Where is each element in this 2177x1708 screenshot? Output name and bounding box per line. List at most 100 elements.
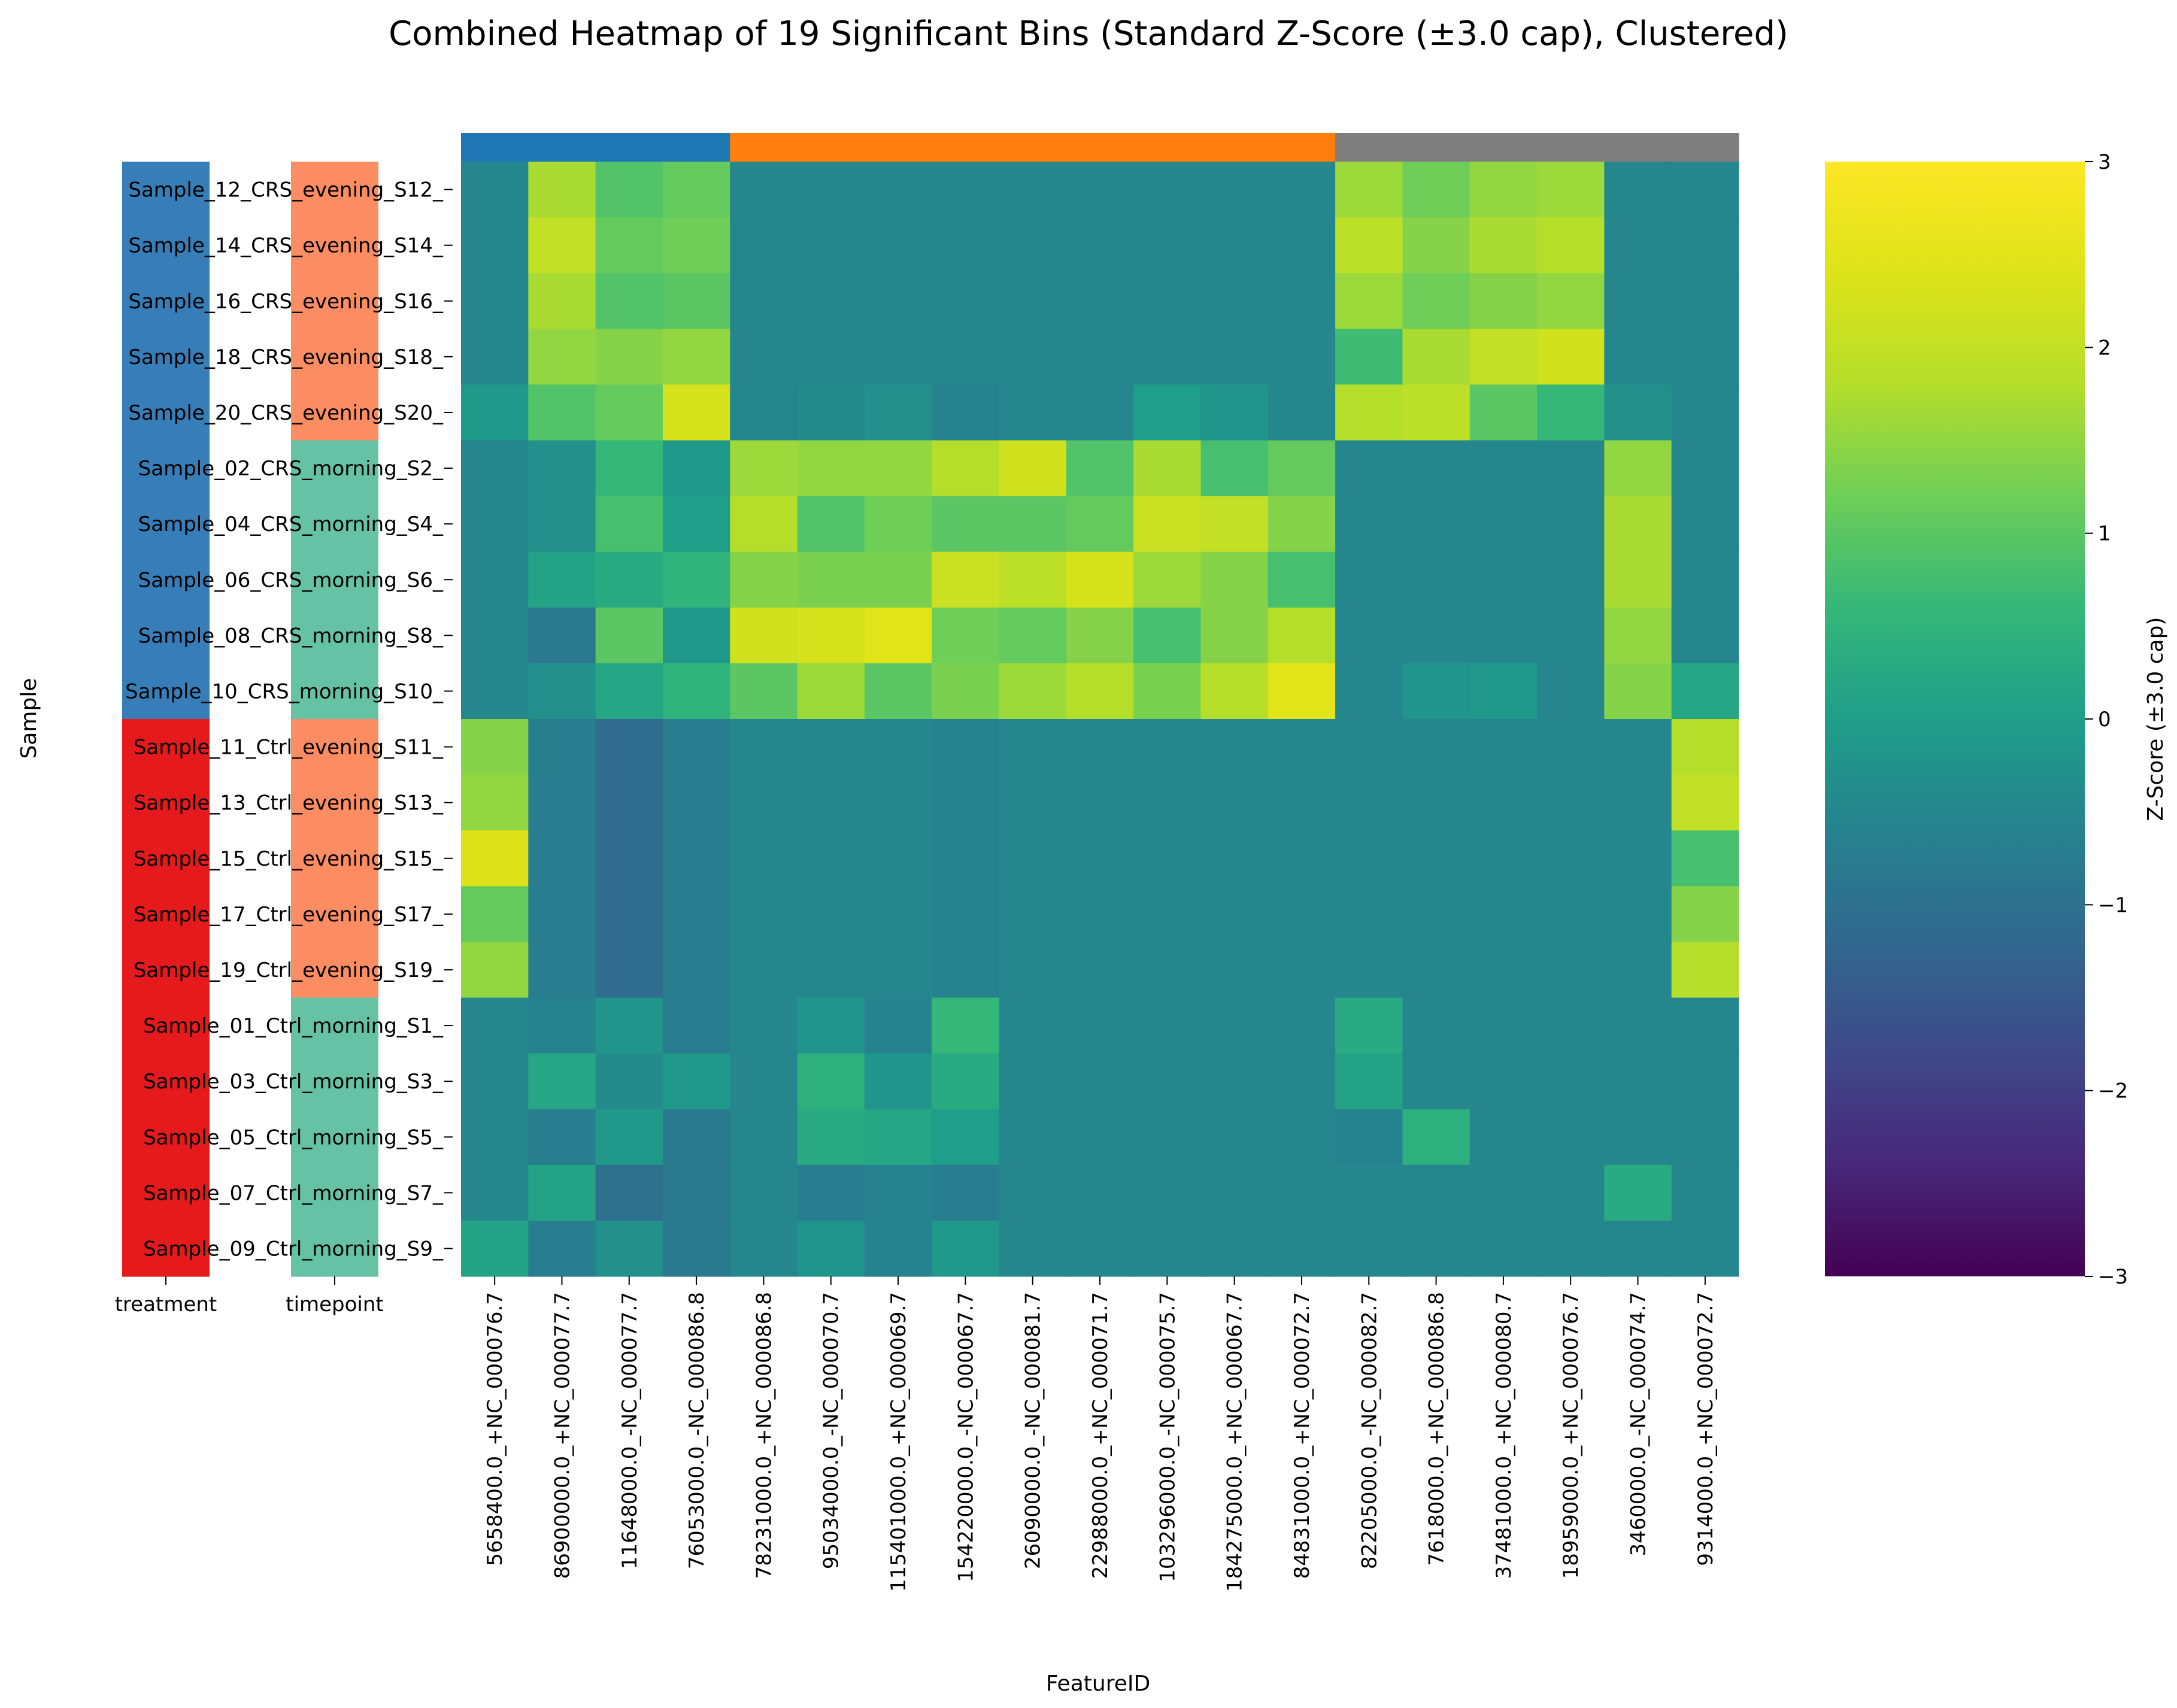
heatmap-cell (1066, 1053, 1134, 1110)
heatmap-cell (1133, 886, 1202, 942)
heatmap-cell (1469, 273, 1538, 329)
heatmap-cell (797, 997, 865, 1054)
sample-label: Sample_07_Ctrl_morning_S7_ (143, 1181, 444, 1205)
row-annotation-strips (122, 162, 378, 1277)
heatmap-cell (1402, 1053, 1470, 1110)
heatmap-cell (797, 551, 865, 608)
heatmap-cell (797, 273, 865, 329)
timepoint-cell (291, 273, 378, 329)
heatmap-cell (1133, 384, 1202, 441)
heatmap-cell (1268, 719, 1336, 775)
heatmap-cell (864, 830, 932, 887)
heatmap-cell (595, 551, 663, 608)
heatmap-cell (1537, 273, 1605, 329)
feature-label: 86900000.0_+NC_000077.7 (550, 1292, 574, 1579)
heatmap-cell (1537, 607, 1605, 664)
timepoint-cell (291, 997, 378, 1054)
heatmap-cells (461, 162, 1739, 1277)
heatmap-cell (1066, 775, 1134, 831)
heatmap-cell (1133, 1164, 1202, 1221)
heatmap-cell (864, 384, 932, 441)
timepoint-cell (291, 775, 378, 831)
heatmap-cell (1200, 273, 1269, 329)
heatmap-cell (662, 607, 730, 664)
heatmap-cell (932, 997, 1000, 1054)
heatmap-cell (932, 162, 1000, 218)
heatmap-cell (1066, 1109, 1134, 1166)
heatmap-cell (797, 217, 865, 274)
heatmap-cell (1066, 942, 1134, 999)
heatmap-cell (864, 273, 932, 329)
heatmap-cell (1469, 496, 1538, 553)
heatmap-cell (1066, 886, 1134, 942)
heatmap-cell (1671, 607, 1739, 664)
heatmap-cell (1537, 1164, 1605, 1221)
heatmap-cell (1537, 830, 1605, 887)
column-group-bar (461, 133, 1739, 162)
heatmap-cell (864, 1164, 932, 1221)
heatmap-cell (1268, 830, 1336, 887)
heatmap-cell (1200, 942, 1269, 999)
heatmap-cell (999, 663, 1067, 720)
heatmap-cell (797, 384, 865, 441)
heatmap-cell (1671, 997, 1739, 1054)
heatmap-cell (461, 1164, 529, 1221)
heatmap-cell (1335, 663, 1403, 720)
heatmap-cell (1537, 162, 1605, 218)
heatmap-cell (1671, 162, 1739, 218)
heatmap-cell (1537, 775, 1605, 831)
colorbar-label: Z-Score (±3.0 cap) (2143, 617, 2168, 821)
heatmap-cell (1200, 329, 1269, 385)
heatmap-cell (461, 440, 529, 497)
colorbar-tick-label: 0 (2098, 708, 2111, 732)
heatmap-cell (1268, 942, 1336, 999)
heatmap-cell (1402, 719, 1470, 775)
heatmap-cell (1066, 162, 1134, 218)
timepoint-cell (291, 942, 378, 999)
heatmap-cell (1604, 1053, 1672, 1110)
heatmap-cell (730, 273, 798, 329)
heatmap-cell (662, 273, 730, 329)
heatmap-cell (1469, 162, 1538, 218)
heatmap-cell (1671, 1053, 1739, 1110)
heatmap-cell (595, 1053, 663, 1110)
heatmap-cell (1604, 162, 1672, 218)
heatmap-cell (1671, 719, 1739, 775)
heatmap-cell (528, 551, 596, 608)
heatmap-cell (932, 1220, 1000, 1277)
heatmap-cell (1402, 997, 1470, 1054)
heatmap-cell (1671, 830, 1739, 887)
x-axis-label: FeatureID (1046, 1671, 1150, 1696)
heatmap-cell (1133, 942, 1202, 999)
heatmap-cell (528, 607, 596, 664)
timepoint-cell (291, 440, 378, 497)
timepoint-cell (291, 1220, 378, 1277)
timepoint-cell (291, 217, 378, 274)
heatmap-cell (595, 384, 663, 441)
heatmap-cell (528, 1109, 596, 1166)
heatmap-cell (1200, 440, 1269, 497)
heatmap-cell (999, 496, 1067, 553)
heatmap-cell (932, 1164, 1000, 1221)
heatmap-cell (932, 384, 1000, 441)
heatmap-cell (1133, 551, 1202, 608)
column-group-cell (1604, 133, 1672, 162)
heatmap-cell (662, 440, 730, 497)
heatmap-cell (461, 162, 529, 218)
heatmap-cell (461, 217, 529, 274)
heatmap-cell (1537, 551, 1605, 608)
heatmap-cell (932, 551, 1000, 608)
heatmap-cell (1200, 496, 1269, 553)
colorbar-tick-label: −1 (2098, 893, 2128, 917)
treatment-cell (122, 1053, 210, 1110)
heatmap-cell (1604, 775, 1672, 831)
colorbar (1825, 162, 2085, 1276)
heatmap-cell (1200, 830, 1269, 887)
heatmap-cell (932, 496, 1000, 553)
heatmap-cell (1671, 942, 1739, 999)
heatmap-cell (461, 886, 529, 942)
heatmap-cell (1200, 384, 1269, 441)
treatment-cell (122, 942, 210, 999)
heatmap-cell (1066, 997, 1134, 1054)
heatmap-cell (1537, 997, 1605, 1054)
